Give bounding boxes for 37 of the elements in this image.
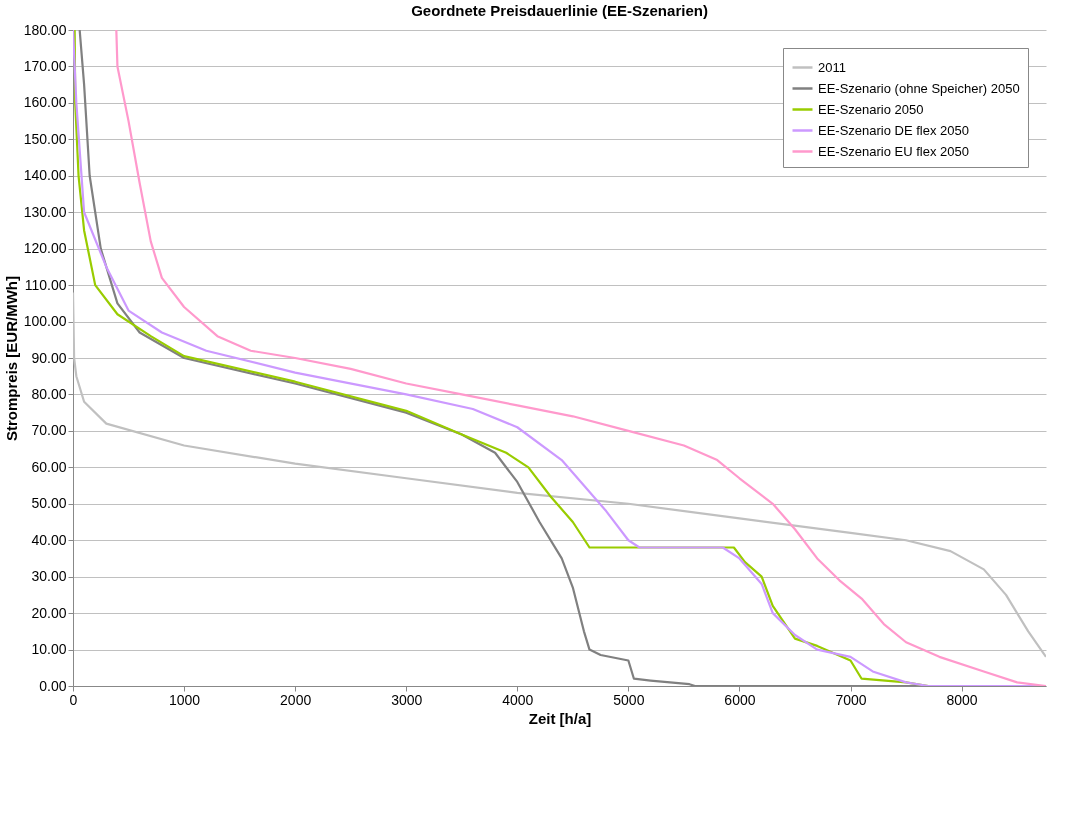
y-tick-label: 0.00 — [39, 677, 67, 694]
legend-label: EE-Szenario EU flex 2050 — [818, 143, 970, 159]
y-tick-label: 130.00 — [23, 203, 67, 220]
x-tick-label: 2000 — [280, 691, 312, 708]
legend-label: 2011 — [818, 59, 846, 75]
legend-label: EE-Szenario (ohne Speicher) 2050 — [818, 80, 1020, 96]
y-tick-label: 20.00 — [31, 604, 67, 621]
x-tick-label: 6000 — [724, 691, 756, 708]
x-tick-label: 8000 — [946, 691, 978, 708]
y-axis-title: Strompreis [EUR/MWh] — [2, 276, 20, 441]
line-series — [73, 291, 1046, 658]
y-tick-label: 150.00 — [23, 130, 67, 147]
x-tick-label: 0 — [69, 691, 78, 708]
chart-title: Geordnete Preisdauerlinie (EE-Szenarien) — [411, 2, 708, 19]
y-tick-label: 80.00 — [31, 385, 67, 402]
y-tick-label: 170.00 — [23, 57, 67, 74]
x-tick-label: 7000 — [835, 691, 867, 708]
x-axis-title: Zeit [h/a] — [528, 709, 592, 727]
legend-label: EE-Szenario 2050 — [818, 101, 924, 117]
x-tick-label: 5000 — [613, 691, 645, 708]
y-tick-label: 90.00 — [31, 349, 67, 366]
y-tick-label: 50.00 — [31, 495, 67, 512]
y-tick-label: 70.00 — [31, 422, 67, 439]
y-tick-label: 140.00 — [23, 167, 67, 184]
x-tick-label: 4000 — [502, 691, 534, 708]
y-tick-label: 120.00 — [23, 240, 67, 257]
y-tick-label: 110.00 — [24, 276, 67, 293]
y-tick-label: 100.00 — [23, 313, 67, 330]
x-tick-label: 1000 — [168, 691, 201, 708]
y-tick-label: 60.00 — [31, 458, 67, 475]
y-tick-label: 40.00 — [31, 531, 67, 548]
y-tick-label: 30.00 — [31, 568, 67, 585]
legend-label: EE-Szenario DE flex 2050 — [818, 122, 970, 138]
y-tick-label: 160.00 — [23, 94, 67, 111]
x-tick-label: 3000 — [391, 691, 423, 708]
y-tick-label: 180.00 — [23, 21, 67, 38]
y-tick-label: 10.00 — [31, 641, 67, 658]
